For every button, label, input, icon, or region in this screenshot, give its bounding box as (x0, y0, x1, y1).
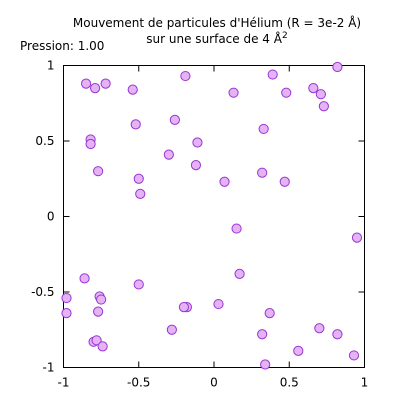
data-point (166, 324, 177, 335)
y-tick-label: 0 (47, 210, 55, 224)
axis-ticks: -1 -0.5 0 0.5 1 -1 -0.5 0 0.5 1 (31, 59, 368, 390)
data-point (351, 232, 363, 243)
data-point (96, 294, 107, 305)
data-point (257, 329, 268, 340)
data-point (80, 78, 92, 89)
data-point (135, 188, 146, 199)
plot-frame (63, 65, 365, 368)
data-point (308, 83, 319, 94)
data-point (281, 87, 292, 98)
x-tick-label: 1 (361, 376, 369, 390)
data-point (267, 69, 278, 80)
chart-title-line-2: sur une surface de 4 Å2 (146, 31, 287, 46)
data-point (315, 89, 326, 100)
data-point (258, 123, 269, 135)
y-tick-label: 0.5 (35, 134, 54, 148)
data-point (314, 323, 325, 334)
data-point (79, 273, 90, 284)
pressure-annotation: Pression: 1.00 (20, 39, 104, 53)
x-tick-label: 0.5 (280, 376, 299, 390)
data-point (190, 160, 202, 171)
data-point (257, 167, 268, 178)
data-point (93, 166, 104, 177)
data-point (100, 78, 111, 89)
data-point (127, 84, 138, 95)
data-point (133, 279, 144, 290)
data-point (169, 114, 180, 125)
data-point (234, 268, 245, 279)
x-tick-label: -1 (58, 376, 70, 390)
data-point (90, 83, 101, 94)
y-tick-label: -1 (43, 361, 55, 375)
x-tick-label: -0.5 (127, 376, 150, 390)
data-point (178, 302, 189, 313)
data-point (260, 359, 271, 370)
data-point (332, 61, 343, 73)
y-tick-label: -0.5 (31, 285, 54, 299)
data-point (213, 298, 224, 310)
data-point (133, 173, 144, 184)
data-point (163, 149, 174, 160)
data-point (228, 87, 239, 98)
data-point (93, 306, 104, 317)
data-point (279, 176, 290, 187)
data-point (192, 137, 203, 148)
data-point (91, 335, 102, 346)
data-points (61, 61, 363, 370)
chart-title-line-2-superscript: 2 (282, 31, 288, 41)
chart-title-line-1: Mouvement de particules d'Hélium (R = 3e… (73, 15, 361, 30)
data-point (61, 292, 72, 304)
data-point (85, 138, 96, 150)
data-point (264, 308, 275, 319)
data-point (293, 345, 304, 356)
data-point (219, 176, 230, 187)
data-point (61, 308, 72, 319)
data-point (332, 329, 343, 340)
data-point (180, 70, 191, 82)
data-point (97, 341, 108, 352)
data-point (348, 350, 360, 361)
data-point (318, 101, 329, 112)
data-point (231, 223, 242, 234)
x-tick-label: 0 (210, 376, 218, 390)
chart-title-line-2-main: sur une surface de 4 Å (146, 31, 282, 46)
data-point (130, 119, 141, 130)
y-tick-label: 1 (47, 59, 55, 73)
